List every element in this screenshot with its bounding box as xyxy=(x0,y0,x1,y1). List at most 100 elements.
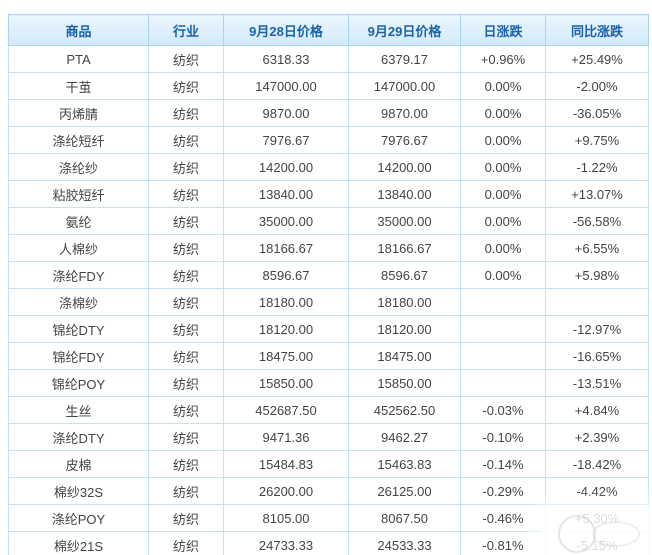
column-header-yoy-change: 同比涨跌 xyxy=(545,14,649,46)
yoy-change-cell: +9.75% xyxy=(545,126,649,154)
yoy-change-cell: +5.98% xyxy=(545,261,649,289)
price-0929-cell: 26125.00 xyxy=(348,477,461,505)
header-row: 商品 行业 9月28日价格 9月29日价格 日涨跌 同比涨跌 xyxy=(8,14,649,46)
industry-cell: 纺织 xyxy=(148,423,224,451)
daily-change-cell xyxy=(460,342,546,370)
column-header-daily-change: 日涨跌 xyxy=(460,14,546,46)
price-0928-cell: 8105.00 xyxy=(223,504,349,532)
table-row: 皮棉 纺织 15484.83 15463.83 -0.14% -18.42% xyxy=(8,450,649,478)
commodity-name-cell[interactable]: 涤纶短纤 xyxy=(8,126,149,154)
yoy-change-cell: -5.15% xyxy=(545,531,649,555)
daily-change-cell: -0.29% xyxy=(460,477,546,505)
commodity-name-cell[interactable]: 涤纶POY xyxy=(8,504,149,532)
price-0928-cell: 18120.00 xyxy=(223,315,349,343)
price-0929-cell: 7976.67 xyxy=(348,126,461,154)
yoy-change-cell: -13.51% xyxy=(545,369,649,397)
commodity-name-cell[interactable]: 锦纶DTY xyxy=(8,315,149,343)
daily-change-cell: -0.14% xyxy=(460,450,546,478)
commodity-name-cell[interactable]: 粘胶短纤 xyxy=(8,180,149,208)
price-0929-cell: 18475.00 xyxy=(348,342,461,370)
price-0928-cell: 24733.33 xyxy=(223,531,349,555)
commodity-name-cell[interactable]: 丙烯腈 xyxy=(8,99,149,127)
price-0928-cell: 15484.83 xyxy=(223,450,349,478)
price-0929-cell: 8067.50 xyxy=(348,504,461,532)
commodity-name-cell: 棉纱32S xyxy=(8,477,149,505)
price-0929-cell: 8596.67 xyxy=(348,261,461,289)
table-row: 涤纶短纤 纺织 7976.67 7976.67 0.00% +9.75% xyxy=(8,126,649,154)
commodity-name-cell[interactable]: 涤纶纱 xyxy=(8,153,149,181)
daily-change-cell xyxy=(460,315,546,343)
yoy-change-cell: +4.84% xyxy=(545,396,649,424)
industry-cell: 纺织 xyxy=(148,72,224,100)
yoy-change-cell: +13.07% xyxy=(545,180,649,208)
daily-change-cell: 0.00% xyxy=(460,99,546,127)
commodity-name-cell[interactable]: 生丝 xyxy=(8,396,149,424)
table-row: 氨纶 纺织 35000.00 35000.00 0.00% -56.58% xyxy=(8,207,649,235)
industry-cell: 纺织 xyxy=(148,288,224,316)
commodity-name-cell[interactable]: 氨纶 xyxy=(8,207,149,235)
daily-change-cell: 0.00% xyxy=(460,261,546,289)
daily-change-cell: 0.00% xyxy=(460,234,546,262)
table-row: 锦纶FDY 纺织 18475.00 18475.00 -16.65% xyxy=(8,342,649,370)
price-0929-cell: 13840.00 xyxy=(348,180,461,208)
price-0928-cell: 18180.00 xyxy=(223,288,349,316)
yoy-change-cell: -4.42% xyxy=(545,477,649,505)
column-header-price-0929: 9月29日价格 xyxy=(348,14,461,46)
price-0928-cell: 14200.00 xyxy=(223,153,349,181)
commodity-name-cell[interactable]: 人棉纱 xyxy=(8,234,149,262)
table-row: 锦纶DTY 纺织 18120.00 18120.00 -12.97% xyxy=(8,315,649,343)
yoy-change-cell: -12.97% xyxy=(545,315,649,343)
industry-cell: 纺织 xyxy=(148,477,224,505)
yoy-change-cell: -18.42% xyxy=(545,450,649,478)
price-0929-cell: 14200.00 xyxy=(348,153,461,181)
price-0928-cell: 13840.00 xyxy=(223,180,349,208)
commodity-name-cell[interactable]: 涤纶FDY xyxy=(8,261,149,289)
table-row: 棉纱32S 纺织 26200.00 26125.00 -0.29% -4.42% xyxy=(8,477,649,505)
price-0929-cell: 6379.17 xyxy=(348,45,461,73)
price-0929-cell: 15463.83 xyxy=(348,450,461,478)
table-row: 棉纱21S 纺织 24733.33 24533.33 -0.81% -5.15% xyxy=(8,531,649,555)
commodity-name-cell[interactable]: 锦纶FDY xyxy=(8,342,149,370)
daily-change-cell: 0.00% xyxy=(460,72,546,100)
commodity-name-cell: PTA xyxy=(8,45,149,73)
daily-change-cell: -0.10% xyxy=(460,423,546,451)
daily-change-cell: +0.96% xyxy=(460,45,546,73)
industry-cell: 纺织 xyxy=(148,261,224,289)
yoy-change-cell: -56.58% xyxy=(545,207,649,235)
commodity-name-cell[interactable]: 锦纶POY xyxy=(8,369,149,397)
table-row: 涤纶DTY 纺织 9471.36 9462.27 -0.10% +2.39% xyxy=(8,423,649,451)
price-0929-cell: 18166.67 xyxy=(348,234,461,262)
table-row: 涤纶纱 纺织 14200.00 14200.00 0.00% -1.22% xyxy=(8,153,649,181)
price-0928-cell: 6318.33 xyxy=(223,45,349,73)
column-header-commodity: 商品 xyxy=(8,14,149,46)
daily-change-cell: 0.00% xyxy=(460,180,546,208)
yoy-change-cell: +25.49% xyxy=(545,45,649,73)
industry-cell: 纺织 xyxy=(148,396,224,424)
industry-cell: 纺织 xyxy=(148,207,224,235)
price-0929-cell: 35000.00 xyxy=(348,207,461,235)
price-0928-cell: 7976.67 xyxy=(223,126,349,154)
commodity-price-table: 商品 行业 9月28日价格 9月29日价格 日涨跌 同比涨跌 PTA 纺织 6318… xyxy=(8,14,649,555)
yoy-change-cell xyxy=(545,288,649,316)
industry-cell: 纺织 xyxy=(148,45,224,73)
price-0928-cell: 15850.00 xyxy=(223,369,349,397)
industry-cell: 纺织 xyxy=(148,180,224,208)
daily-change-cell: 0.00% xyxy=(460,207,546,235)
industry-cell: 纺织 xyxy=(148,342,224,370)
yoy-change-cell: -2.00% xyxy=(545,72,649,100)
yoy-change-cell: -36.05% xyxy=(545,99,649,127)
commodity-name-cell[interactable]: 皮棉 xyxy=(8,450,149,478)
commodity-name-cell[interactable]: 干茧 xyxy=(8,72,149,100)
yoy-change-cell: +6.55% xyxy=(545,234,649,262)
commodity-name-cell[interactable]: 涤纶DTY xyxy=(8,423,149,451)
table-row: 涤纶POY 纺织 8105.00 8067.50 -0.46% +5.30% xyxy=(8,504,649,532)
price-0929-cell: 9462.27 xyxy=(348,423,461,451)
industry-cell: 纺织 xyxy=(148,450,224,478)
price-0928-cell: 35000.00 xyxy=(223,207,349,235)
price-0928-cell: 9471.36 xyxy=(223,423,349,451)
daily-change-cell: -0.81% xyxy=(460,531,546,555)
industry-cell: 纺织 xyxy=(148,234,224,262)
table-row: 粘胶短纤 纺织 13840.00 13840.00 0.00% +13.07% xyxy=(8,180,649,208)
price-table-body: PTA 纺织 6318.33 6379.17 +0.96% +25.49% 干茧 纺织 1470… xyxy=(8,45,649,555)
